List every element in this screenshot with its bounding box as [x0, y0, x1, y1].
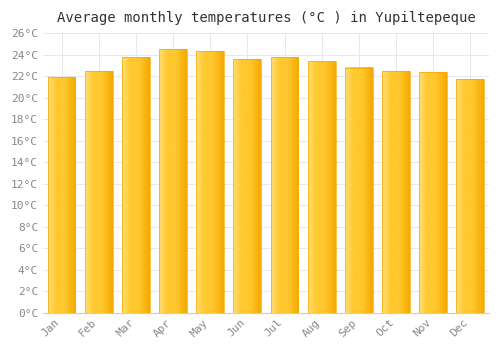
Bar: [308, 61, 336, 313]
Bar: [234, 59, 262, 313]
Bar: [85, 71, 112, 313]
Bar: [456, 79, 484, 313]
Bar: [345, 68, 373, 313]
Bar: [122, 57, 150, 313]
Bar: [270, 57, 298, 313]
Title: Average monthly temperatures (°C ) in Yupiltepeque: Average monthly temperatures (°C ) in Yu…: [56, 11, 476, 25]
Bar: [159, 49, 187, 313]
Bar: [382, 71, 410, 313]
Bar: [196, 51, 224, 313]
Bar: [48, 77, 76, 313]
Bar: [419, 72, 447, 313]
